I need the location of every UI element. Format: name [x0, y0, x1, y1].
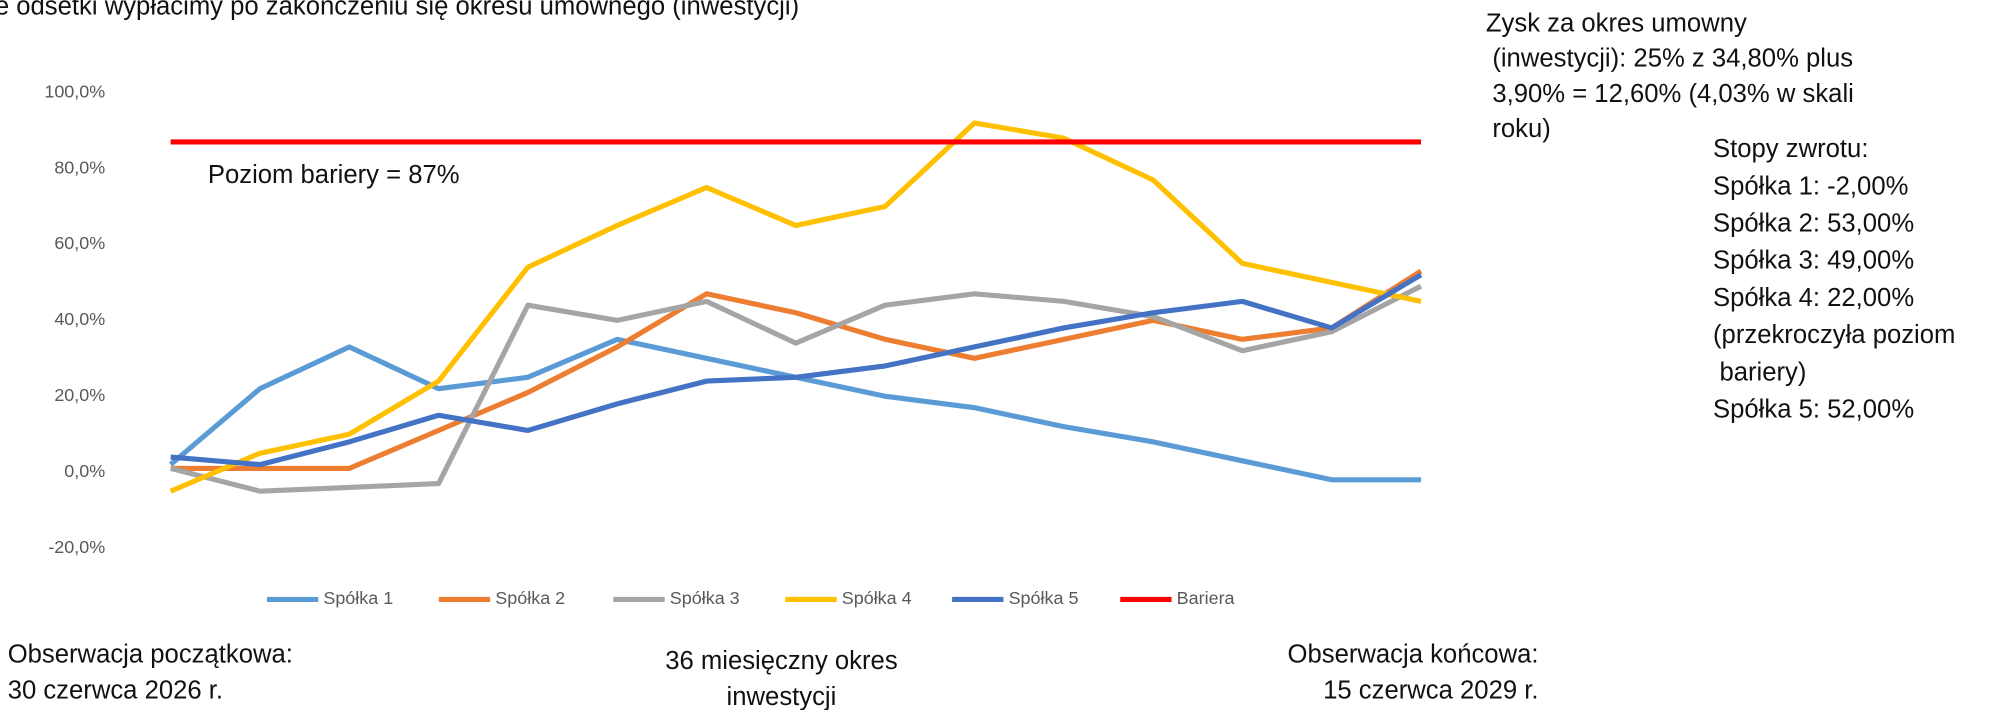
series-line — [170, 283, 1423, 494]
profit-note: (inwestycji): 25% z 34,80% plus — [1492, 45, 1853, 73]
returns-note: Spółka 2: 53,00% — [1713, 210, 1914, 238]
y-tick-label: 0,0% — [64, 461, 105, 481]
y-tick-label: 60,0% — [54, 233, 105, 253]
returns-note: Spółka 5: 52,00% — [1713, 396, 1914, 424]
series-line — [170, 272, 1423, 468]
legend-label: Spółka 2 — [495, 588, 565, 608]
header: e odsetki wypłacimy po zakończeniu się o… — [0, 0, 799, 21]
y-tick-label: 40,0% — [54, 309, 105, 329]
annotation: Poziom bariery = 87% — [208, 161, 460, 189]
profit-note: Zysk za okres umowny — [1486, 9, 1747, 37]
footer-end: Obserwacja końcowa: — [1288, 641, 1539, 669]
legend-label: Spółka 4 — [842, 588, 912, 608]
legend-label: Spółka 1 — [323, 588, 393, 608]
profit-note: roku) — [1492, 115, 1550, 143]
legend-label: Spółka 3 — [670, 588, 740, 608]
profit-note: 3,90% = 12,60% (4,03% w skali — [1492, 80, 1854, 108]
y-tick-label: 80,0% — [54, 157, 105, 177]
legend-label: Bariera — [1177, 588, 1235, 608]
footer-period: inwestycji — [727, 683, 837, 710]
legend-label: Spółka 5 — [1009, 588, 1079, 608]
series-line — [170, 268, 1423, 471]
series-line — [169, 120, 1422, 494]
returns-note: bariery) — [1719, 358, 1806, 386]
returns-note: Stopy zwrotu: — [1713, 135, 1868, 163]
returns-note: Spółka 1: -2,00% — [1713, 172, 1908, 200]
y-tick-label: -20,0% — [48, 537, 105, 557]
footer-period: 36 miesięczny okres — [665, 647, 897, 675]
footer-end: 15 czerwca 2029 r. — [1323, 677, 1538, 705]
returns-note: (przekroczyła poziom — [1713, 321, 1955, 349]
footer-start: Obserwacja początkowa: — [8, 641, 293, 669]
y-tick-label: 20,0% — [54, 385, 105, 405]
y-tick-label: 100,0% — [44, 81, 105, 101]
footer-start: 30 czerwca 2026 r. — [8, 677, 223, 705]
returns-note: Spółka 3: 49,00% — [1713, 247, 1914, 275]
series-line — [168, 336, 1421, 483]
returns-note: Spółka 4: 22,00% — [1713, 284, 1914, 312]
